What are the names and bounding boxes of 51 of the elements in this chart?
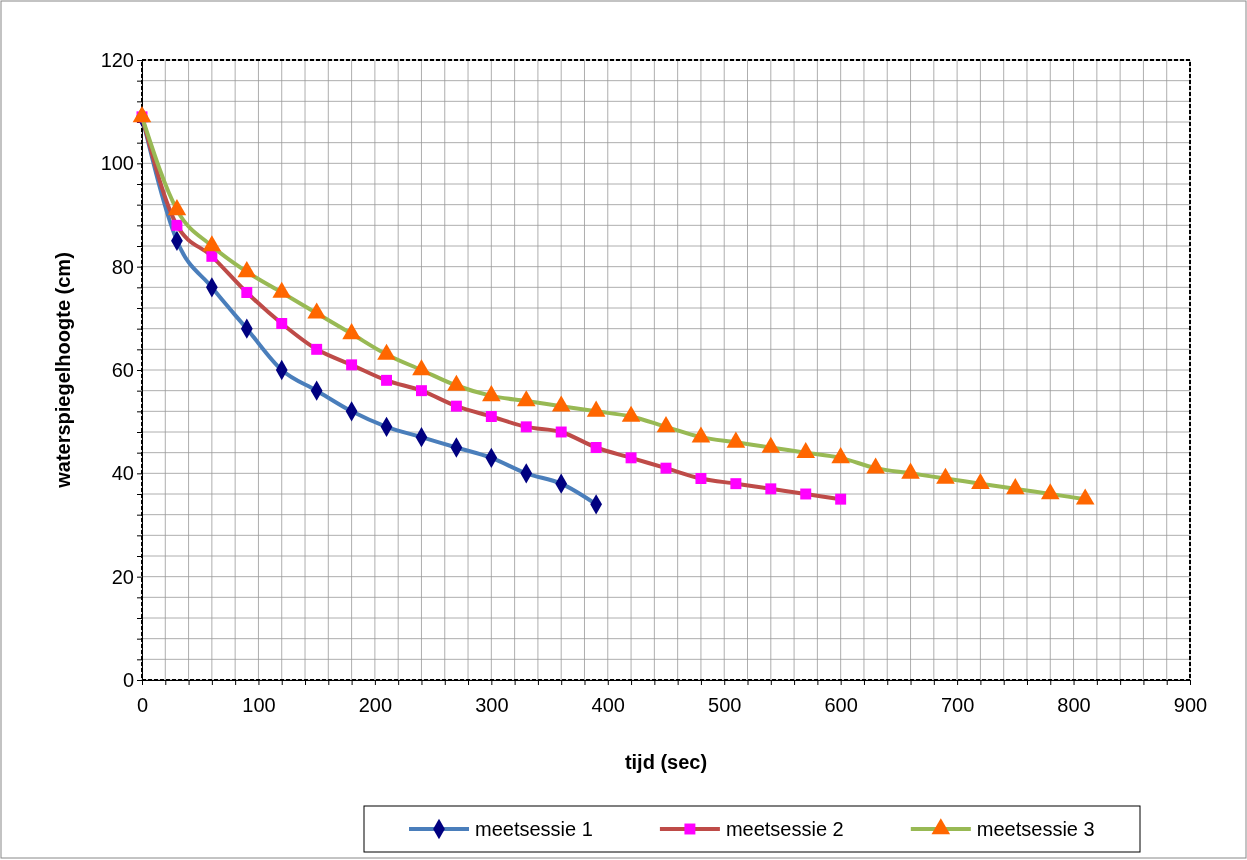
y-tick-label: 60 [111, 358, 134, 381]
point [765, 483, 777, 495]
legend-label: meetsessie 3 [976, 818, 1095, 840]
point [276, 318, 288, 329]
point [206, 250, 218, 262]
point [311, 343, 323, 355]
y-tick-label: 80 [111, 255, 134, 278]
x-tick-label: 0 [136, 694, 149, 716]
x-tick-label: 400 [591, 694, 625, 716]
point [835, 493, 847, 505]
point [272, 281, 292, 298]
y-tick-label: 40 [111, 462, 134, 485]
point [307, 302, 326, 319]
y-tick-label: 120 [100, 48, 134, 71]
point [381, 374, 393, 386]
y-tick-label: 100 [100, 152, 134, 175]
x-tick-label: 100 [242, 694, 276, 716]
x-tick-label: 600 [824, 694, 858, 716]
y-tick-label: 20 [111, 565, 134, 588]
point [520, 421, 532, 433]
x-axis-title: tijd (sec) [624, 751, 708, 773]
point [342, 323, 361, 340]
y-axis-title: waterspiegelhoogte (cm) [52, 252, 74, 489]
point [171, 219, 183, 231]
x-tick-label: 300 [475, 694, 509, 716]
point [241, 287, 253, 298]
point [167, 199, 187, 216]
legend-label: meetsessie 1 [475, 818, 593, 840]
y-tick-label: 0 [122, 668, 134, 691]
point [132, 106, 152, 123]
point [485, 411, 497, 422]
point [202, 235, 222, 252]
x-tick-label: 800 [1057, 694, 1091, 716]
x-tick-label: 700 [940, 694, 975, 716]
legend-label: meetsessie 2 [725, 818, 844, 840]
point [660, 462, 672, 474]
point [450, 400, 462, 412]
point [237, 261, 257, 278]
x-tick-label: 200 [358, 694, 393, 716]
x-tick-label: 900 [1173, 694, 1208, 716]
point [412, 359, 431, 376]
point [695, 473, 707, 484]
x-tick-label: 500 [708, 694, 742, 716]
point [800, 488, 812, 500]
point [730, 478, 742, 490]
point [625, 452, 637, 464]
point [555, 426, 567, 438]
point [346, 359, 358, 371]
point [482, 385, 501, 402]
point [415, 385, 427, 397]
point [590, 442, 602, 453]
